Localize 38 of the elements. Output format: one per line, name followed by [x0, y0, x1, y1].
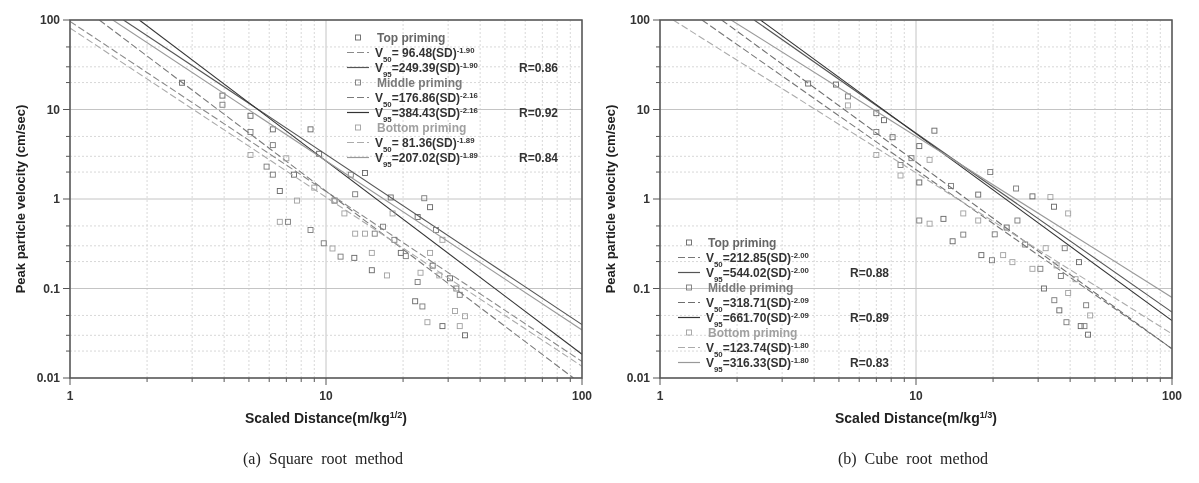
annotation: R=0.84 [519, 150, 559, 165]
y-tick-label: 10 [636, 102, 651, 117]
legend-label: Top priming [708, 235, 777, 250]
legend-label: Middle priming [377, 75, 463, 90]
y-tick-label: 0.01 [626, 371, 651, 386]
x-tick-label: 100 [571, 389, 593, 403]
x-axis-title: Scaled Distance(m/kg$^{1/2}$) [244, 410, 408, 426]
legend-label: V$_{50}$=318.71(SD)$^{-2.09}$ [706, 295, 810, 314]
legend-label: V$_{50}$= 81.36(SD)$^{-1.89}$ [375, 135, 476, 154]
y-axis-title: Peak particle velocity (cm/sec) [13, 104, 28, 294]
y-tick-label: 100 [629, 13, 651, 28]
x-axis-title: Scaled Distance(m/kg$^{1/3}$) [834, 410, 998, 426]
y-tick-label: 10 [46, 102, 61, 117]
x-tick-label: 1 [656, 389, 664, 403]
text: (a) Square root method [243, 450, 403, 468]
x-tick-label: 1 [66, 389, 74, 403]
legend-label: V$_{50}$=123.74(SD)$^{-1.80}$ [706, 340, 810, 359]
legend-label: V$_{50}$=212.85(SD)$^{-2.00}$ [706, 250, 810, 269]
annotation: R=0.89 [850, 310, 890, 325]
y-tick-label: 0.1 [43, 281, 61, 296]
legend-label: V$_{50}$=176.86(SD)$^{-2.16}$ [375, 90, 479, 109]
y-tick-label: 1 [643, 192, 651, 207]
y-tick-label: 0.01 [36, 371, 61, 386]
y-tick-label: 100 [39, 13, 61, 28]
annotation: R=0.92 [519, 105, 559, 120]
annotation: R=0.83 [850, 355, 890, 370]
x-tick-label: 10 [909, 389, 923, 403]
annotation: R=0.86 [519, 60, 559, 75]
legend-label: Top priming [377, 30, 446, 45]
text: (b) Cube root method [837, 450, 989, 468]
y-axis-title: Peak particle velocity (cm/sec) [603, 104, 618, 294]
legend-label: V$_{50}$= 96.48(SD)$^{-1.90}$ [375, 45, 476, 64]
y-tick-label: 0.1 [633, 281, 651, 296]
legend-label: Middle priming [708, 280, 794, 295]
y-tick-label: 1 [53, 192, 61, 207]
x-tick-label: 100 [1161, 389, 1183, 403]
x-tick-label: 10 [319, 389, 333, 403]
annotation: R=0.88 [850, 265, 890, 280]
